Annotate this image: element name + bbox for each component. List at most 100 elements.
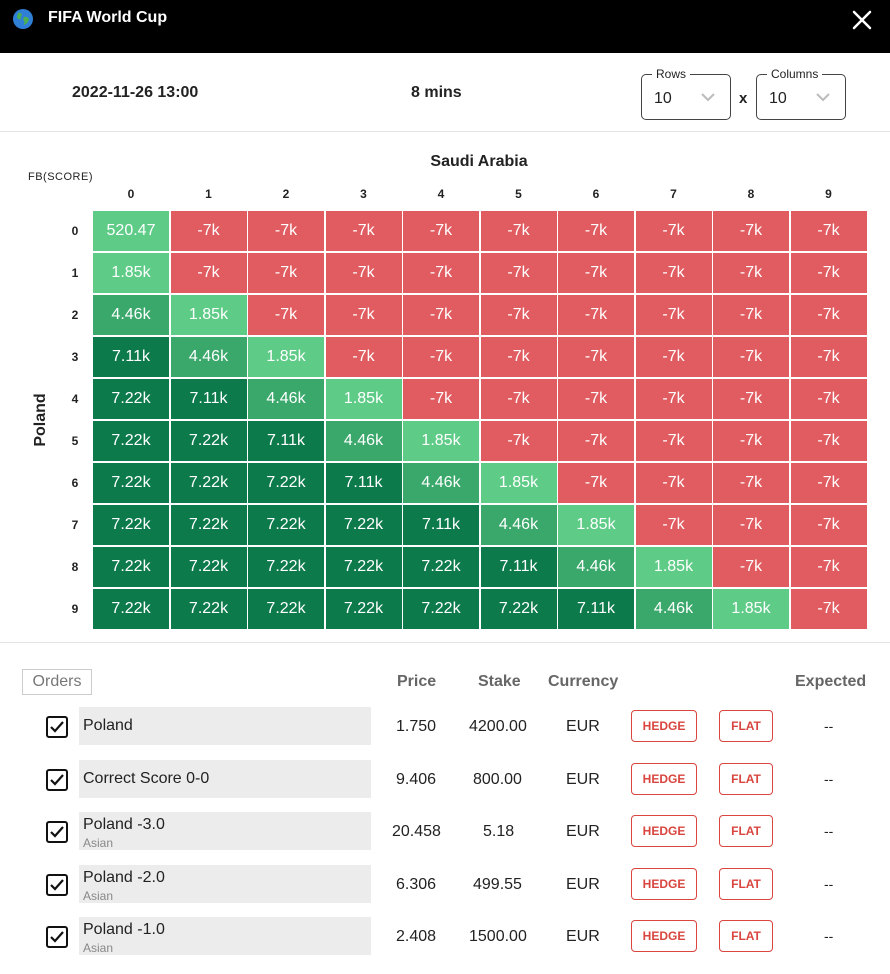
grid-cell[interactable]: -7k bbox=[790, 463, 867, 503]
grid-cell[interactable]: 7.11k bbox=[403, 505, 479, 545]
grid-cell[interactable]: 7.11k bbox=[480, 547, 557, 587]
order-checkbox[interactable] bbox=[46, 874, 68, 896]
grid-cell[interactable]: 4.46k bbox=[558, 547, 634, 587]
grid-cell[interactable]: -7k bbox=[480, 337, 557, 377]
grid-cell[interactable]: -7k bbox=[790, 211, 867, 251]
grid-cell[interactable]: -7k bbox=[790, 253, 867, 293]
order-checkbox[interactable] bbox=[46, 821, 68, 843]
grid-cell[interactable]: -7k bbox=[558, 295, 634, 335]
grid-cell[interactable]: -7k bbox=[558, 421, 634, 461]
grid-cell[interactable]: -7k bbox=[248, 211, 324, 251]
grid-cell[interactable]: 7.11k bbox=[248, 421, 324, 461]
order-checkbox[interactable] bbox=[46, 769, 68, 791]
grid-cell[interactable]: 7.22k bbox=[480, 589, 557, 629]
grid-cell[interactable]: -7k bbox=[713, 295, 789, 335]
grid-cell[interactable]: -7k bbox=[403, 379, 479, 419]
grid-cell[interactable]: 7.22k bbox=[93, 505, 169, 545]
grid-cell[interactable]: -7k bbox=[403, 211, 479, 251]
grid-cell[interactable]: -7k bbox=[325, 295, 402, 335]
grid-cell[interactable]: 1.85k bbox=[558, 505, 634, 545]
grid-cell[interactable]: -7k bbox=[713, 421, 789, 461]
grid-cell[interactable]: -7k bbox=[480, 253, 557, 293]
columns-select[interactable]: Columns 10 bbox=[756, 67, 846, 120]
grid-cell[interactable]: 1.85k bbox=[248, 337, 324, 377]
grid-cell[interactable]: 1.85k bbox=[325, 379, 402, 419]
grid-cell[interactable]: -7k bbox=[325, 211, 402, 251]
grid-cell[interactable]: -7k bbox=[713, 505, 789, 545]
grid-cell[interactable]: 7.22k bbox=[93, 463, 169, 503]
grid-cell[interactable]: -7k bbox=[713, 547, 789, 587]
grid-cell[interactable]: -7k bbox=[480, 379, 557, 419]
grid-cell[interactable]: -7k bbox=[248, 253, 324, 293]
grid-cell[interactable]: 7.22k bbox=[93, 589, 169, 629]
grid-cell[interactable]: -7k bbox=[558, 253, 634, 293]
grid-cell[interactable]: -7k bbox=[558, 211, 634, 251]
grid-cell[interactable]: -7k bbox=[713, 337, 789, 377]
grid-cell[interactable]: 7.22k bbox=[325, 505, 402, 545]
grid-cell[interactable]: 7.22k bbox=[403, 547, 479, 587]
grid-cell[interactable]: 7.22k bbox=[170, 421, 247, 461]
grid-cell[interactable]: 7.22k bbox=[170, 589, 247, 629]
order-checkbox[interactable] bbox=[46, 716, 68, 738]
grid-cell[interactable]: 7.22k bbox=[170, 505, 247, 545]
grid-cell[interactable]: -7k bbox=[790, 589, 867, 629]
grid-cell[interactable]: -7k bbox=[635, 295, 712, 335]
hedge-button[interactable]: HEDGE bbox=[631, 815, 697, 847]
grid-cell[interactable]: -7k bbox=[170, 253, 247, 293]
order-checkbox[interactable] bbox=[46, 926, 68, 948]
grid-cell[interactable]: 7.22k bbox=[93, 379, 169, 419]
grid-cell[interactable]: 4.46k bbox=[170, 337, 247, 377]
grid-cell[interactable]: -7k bbox=[558, 337, 634, 377]
grid-cell[interactable]: 7.22k bbox=[248, 505, 324, 545]
grid-cell[interactable]: -7k bbox=[790, 421, 867, 461]
grid-cell[interactable]: -7k bbox=[635, 253, 712, 293]
grid-cell[interactable]: 1.85k bbox=[403, 421, 479, 461]
grid-cell[interactable]: -7k bbox=[480, 295, 557, 335]
flat-button[interactable]: FLAT bbox=[719, 920, 773, 952]
grid-cell[interactable]: 1.85k bbox=[480, 463, 557, 503]
grid-cell[interactable]: -7k bbox=[790, 337, 867, 377]
grid-cell[interactable]: -7k bbox=[170, 211, 247, 251]
grid-cell[interactable]: 1.85k bbox=[93, 253, 169, 293]
grid-cell[interactable]: 7.22k bbox=[403, 589, 479, 629]
grid-cell[interactable]: -7k bbox=[403, 253, 479, 293]
grid-cell[interactable]: 7.22k bbox=[248, 589, 324, 629]
hedge-button[interactable]: HEDGE bbox=[631, 710, 697, 742]
grid-cell[interactable]: -7k bbox=[635, 505, 712, 545]
grid-cell[interactable]: 7.11k bbox=[170, 379, 247, 419]
grid-cell[interactable]: 7.22k bbox=[248, 463, 324, 503]
grid-cell[interactable]: -7k bbox=[635, 211, 712, 251]
grid-cell[interactable]: -7k bbox=[713, 379, 789, 419]
flat-button[interactable]: FLAT bbox=[719, 763, 773, 795]
grid-cell[interactable]: 7.22k bbox=[170, 463, 247, 503]
flat-button[interactable]: FLAT bbox=[719, 710, 773, 742]
grid-cell[interactable]: 4.46k bbox=[403, 463, 479, 503]
grid-cell[interactable]: 7.22k bbox=[93, 547, 169, 587]
hedge-button[interactable]: HEDGE bbox=[631, 920, 697, 952]
grid-cell[interactable]: -7k bbox=[480, 211, 557, 251]
grid-cell[interactable]: 7.11k bbox=[325, 463, 402, 503]
grid-cell[interactable]: 520.47 bbox=[93, 211, 169, 251]
grid-cell[interactable]: -7k bbox=[635, 337, 712, 377]
hedge-button[interactable]: HEDGE bbox=[631, 763, 697, 795]
rows-select[interactable]: Rows 10 bbox=[641, 67, 731, 120]
grid-cell[interactable]: -7k bbox=[713, 211, 789, 251]
grid-cell[interactable]: 7.22k bbox=[325, 589, 402, 629]
grid-cell[interactable]: -7k bbox=[790, 547, 867, 587]
grid-cell[interactable]: 4.46k bbox=[635, 589, 712, 629]
grid-cell[interactable]: 1.85k bbox=[713, 589, 789, 629]
grid-cell[interactable]: 4.46k bbox=[93, 295, 169, 335]
grid-cell[interactable]: -7k bbox=[790, 505, 867, 545]
grid-cell[interactable]: 7.11k bbox=[558, 589, 634, 629]
grid-cell[interactable]: 7.22k bbox=[248, 547, 324, 587]
grid-cell[interactable]: 7.22k bbox=[170, 547, 247, 587]
flat-button[interactable]: FLAT bbox=[719, 868, 773, 900]
grid-cell[interactable]: -7k bbox=[635, 463, 712, 503]
grid-cell[interactable]: -7k bbox=[325, 337, 402, 377]
grid-cell[interactable]: 1.85k bbox=[170, 295, 247, 335]
grid-cell[interactable]: -7k bbox=[325, 253, 402, 293]
grid-cell[interactable]: -7k bbox=[635, 379, 712, 419]
orders-button[interactable]: Orders bbox=[22, 669, 92, 695]
grid-cell[interactable]: 7.11k bbox=[93, 337, 169, 377]
grid-cell[interactable]: 4.46k bbox=[248, 379, 324, 419]
